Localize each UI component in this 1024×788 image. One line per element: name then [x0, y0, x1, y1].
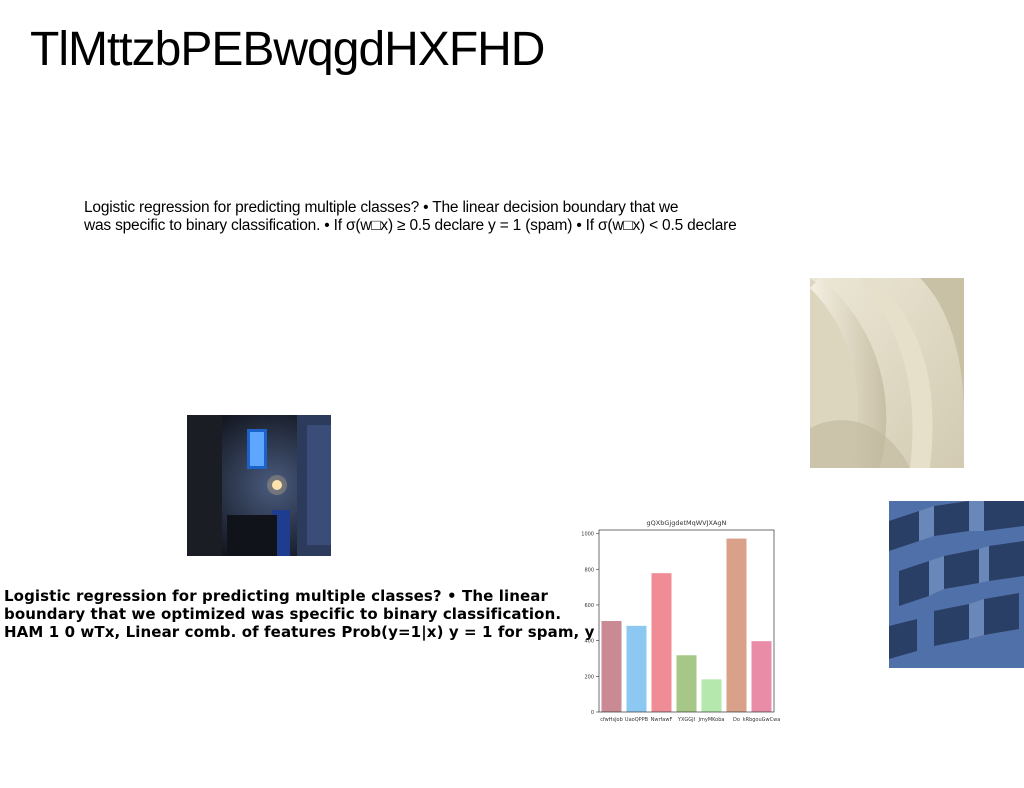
abstract-shell-image [810, 278, 964, 468]
y-tick-label: 600 [584, 603, 594, 609]
bar-chart: gQXbGjgdetMqWVJXAgN cfwHsJob UaoQPPB Nwrfaw… [568, 514, 782, 728]
chart-bar [651, 573, 672, 712]
chart-bar [676, 655, 697, 712]
body-paragraph-bottom-line: boundary that we optimized was specific … [4, 605, 562, 623]
body-paragraph-top-line: Logistic regression for predicting multi… [84, 199, 679, 216]
x-tick-label: NwrfawF [651, 717, 673, 723]
body-paragraph-bottom-line: Logistic regression for predicting multi… [4, 587, 549, 605]
x-tick-label: YXGGJI [677, 717, 695, 723]
body-paragraph-bottom-line: HAM 1 0 wTx, Linear comb. of features Pr… [4, 623, 595, 641]
y-tick-label: 800 [584, 567, 594, 573]
x-tick-label: UaoQPPB [625, 717, 649, 723]
chart-bar [601, 621, 622, 712]
y-tick-label: 1000 [581, 532, 594, 538]
plot-frame [598, 529, 775, 713]
x-tick-label: JmyMKoba [698, 717, 725, 723]
body-paragraph-top: Logistic regression for predicting multi… [84, 199, 784, 235]
body-paragraph-top-line: was specific to binary classification. •… [84, 217, 737, 234]
chart-bar [701, 679, 722, 712]
body-paragraph-bottom: Logistic regression for predicting multi… [4, 587, 595, 641]
slide-title: TlMttzbPEBwqgdHXFHD [30, 23, 545, 76]
x-tick-label: kRbgouGwCwa [743, 717, 781, 723]
night-alley-image [187, 415, 331, 556]
bar-chart-svg: gQXbGjgdetMqWVJXAgN cfwHsJob UaoQPPB Nwrfaw… [581, 519, 781, 723]
x-tick-label: cfwHsJob [600, 717, 623, 723]
chart-bar [626, 625, 647, 712]
x-tick-label: Do [733, 717, 740, 723]
y-tick-label: 0 [591, 710, 594, 716]
y-tick-label: 400 [584, 639, 594, 645]
chart-bar [751, 641, 772, 712]
y-tick-label: 200 [584, 674, 594, 680]
chart-bar [726, 538, 747, 712]
blue-building-image [889, 501, 1024, 668]
chart-title: gQXbGjgdetMqWVJXAgN [647, 519, 727, 527]
